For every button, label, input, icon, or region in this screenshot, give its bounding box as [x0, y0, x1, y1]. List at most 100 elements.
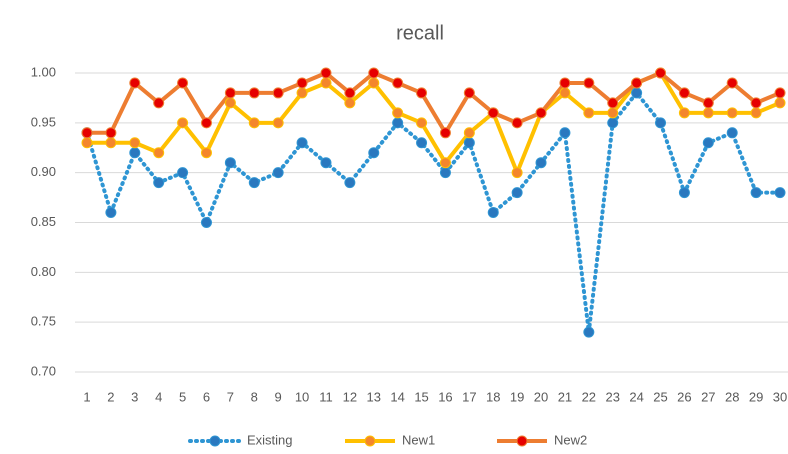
x-tick-label: 10 [295, 389, 309, 404]
data-point [702, 137, 714, 149]
data-point [535, 157, 547, 169]
data-point [439, 167, 451, 179]
y-tick-label: 0.80 [31, 264, 56, 279]
x-tick-label: 27 [701, 389, 715, 404]
data-point [750, 187, 762, 199]
data-point [535, 107, 547, 119]
data-point [559, 127, 571, 139]
data-point [248, 177, 260, 189]
data-point [200, 217, 212, 228]
x-tick-label: 6 [203, 389, 210, 404]
data-point [200, 117, 212, 129]
data-point [320, 67, 332, 79]
data-point [463, 137, 475, 149]
x-tick-label: 16 [438, 389, 452, 404]
x-tick-label: 1 [83, 389, 90, 404]
data-point [607, 97, 619, 109]
x-tick-label: 8 [251, 389, 258, 404]
x-tick-label: 11 [319, 389, 333, 404]
data-point [129, 137, 141, 149]
x-tick-label: 20 [534, 389, 548, 404]
legend-marker [209, 435, 221, 447]
data-point [248, 87, 260, 99]
data-point [702, 107, 714, 119]
x-tick-label: 19 [510, 389, 524, 404]
data-point [726, 77, 738, 89]
data-point [320, 77, 332, 89]
x-tick-label: 29 [749, 389, 763, 404]
data-point [750, 97, 762, 109]
data-point [678, 107, 690, 119]
data-point [655, 67, 667, 79]
data-point [392, 77, 404, 89]
x-tick-label: 24 [629, 389, 643, 404]
data-point [105, 137, 117, 149]
legend-label: New2 [554, 432, 587, 447]
legend-marker [516, 435, 528, 447]
legend-marker [364, 435, 376, 447]
data-point [344, 177, 356, 189]
y-tick-label: 0.75 [31, 314, 56, 329]
x-tick-label: 26 [677, 389, 691, 404]
data-point [153, 177, 165, 189]
data-point [678, 187, 690, 199]
series-line [87, 71, 781, 135]
data-point [678, 87, 690, 99]
data-point [463, 87, 475, 99]
x-tick-label: 18 [486, 389, 500, 404]
y-tick-label: 0.85 [31, 214, 56, 229]
data-point [129, 147, 141, 159]
x-tick-label: 15 [414, 389, 428, 404]
data-point [631, 87, 643, 99]
data-point [81, 137, 93, 149]
chart-title: recall [396, 22, 444, 44]
data-point [487, 107, 499, 119]
x-tick-label: 3 [131, 389, 138, 404]
data-point [177, 117, 189, 129]
data-point [655, 117, 667, 129]
x-tick-label: 28 [725, 389, 739, 404]
y-tick-label: 0.90 [31, 164, 56, 179]
data-point [583, 77, 595, 89]
data-point [583, 326, 595, 338]
data-point [344, 87, 356, 99]
data-point [224, 87, 236, 99]
data-point [272, 167, 284, 179]
data-point [224, 97, 236, 109]
data-point [153, 97, 165, 109]
series-line [85, 90, 782, 335]
data-point [296, 87, 308, 99]
x-tick-label: 9 [275, 389, 282, 404]
data-point [272, 117, 284, 129]
data-point [153, 147, 165, 159]
y-tick-label: 0.70 [31, 363, 56, 378]
data-point [416, 87, 428, 99]
x-tick-label: 23 [605, 389, 619, 404]
x-tick-label: 5 [179, 389, 186, 404]
data-point [511, 117, 523, 129]
data-point [750, 107, 762, 119]
data-point [344, 97, 356, 109]
data-point [559, 77, 571, 89]
data-point [224, 157, 236, 169]
data-point [463, 127, 475, 139]
legend-label: Existing [247, 432, 293, 447]
data-point [392, 107, 404, 119]
x-tick-label: 7 [227, 389, 234, 404]
data-point [177, 167, 189, 179]
data-point [177, 77, 189, 89]
x-tick-label: 22 [582, 389, 596, 404]
x-tick-label: 14 [390, 389, 404, 404]
x-tick-label: 13 [367, 389, 381, 404]
x-tick-label: 4 [155, 389, 162, 404]
data-point [296, 137, 308, 149]
x-tick-label: 2 [107, 389, 114, 404]
data-point [320, 157, 332, 169]
x-tick-label: 25 [653, 389, 667, 404]
data-point [129, 77, 141, 89]
y-tick-label: 0.95 [31, 114, 56, 129]
data-point [272, 87, 284, 99]
data-point [774, 87, 786, 99]
data-point [200, 147, 212, 159]
